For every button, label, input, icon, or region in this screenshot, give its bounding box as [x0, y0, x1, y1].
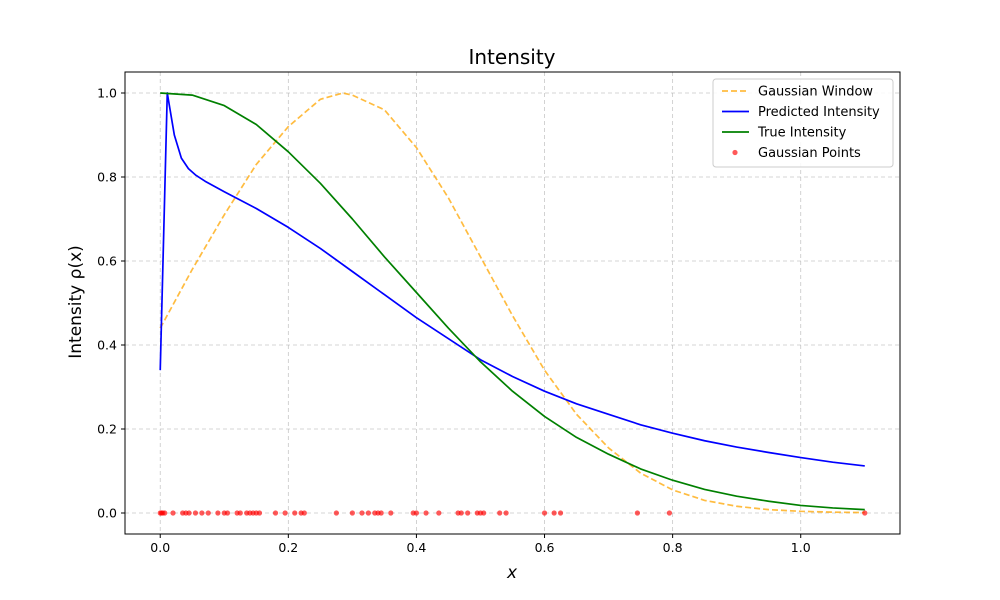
- y-tick-label: 0.0: [97, 506, 117, 521]
- gaussian-point: [186, 510, 192, 516]
- gaussian-point: [292, 510, 298, 516]
- x-tick-label: 0.0: [150, 540, 170, 555]
- gaussian-point: [215, 510, 221, 516]
- y-tick-label: 0.8: [97, 170, 117, 185]
- x-tick-label: 1.0: [791, 540, 811, 555]
- legend-label: True Intensity: [757, 126, 847, 141]
- gaussian-point: [541, 510, 548, 516]
- y-tick-label: 0.4: [97, 338, 117, 353]
- gaussian-point: [365, 510, 371, 516]
- gaussian-point: [413, 510, 420, 516]
- gaussian-point: [224, 510, 231, 516]
- y-tick-label: 1.0: [97, 86, 117, 101]
- legend: Gaussian Window Predicted Intensity True I…: [712, 78, 894, 168]
- y-tick-label: 0.6: [97, 254, 117, 269]
- series-layer: [157, 92, 868, 516]
- y-axis-label: Intensity ρ(x): [66, 245, 86, 359]
- gaussian-point: [359, 510, 365, 516]
- gaussian-point: [388, 510, 394, 516]
- gaussian-point: [423, 510, 429, 516]
- gaussian-point: [237, 510, 243, 516]
- gaussian-window-line: [159, 92, 865, 514]
- gaussian-point: [272, 510, 279, 516]
- gaussian-point: [256, 510, 263, 516]
- gaussian-point: [481, 510, 487, 516]
- gaussian-point: [436, 510, 442, 516]
- gaussian-point: [282, 510, 288, 516]
- gaussian-point: [465, 510, 471, 516]
- x-tick-label: 0.6: [535, 540, 555, 555]
- gaussian-point: [378, 510, 384, 516]
- gaussian-point: [497, 510, 503, 516]
- gaussian-point: [458, 510, 464, 516]
- gaussian-point: [503, 510, 509, 516]
- x-axis: 0.0 0.2 0.4 0.6 0.8 1.0: [150, 534, 811, 555]
- gaussian-points-series: [157, 510, 868, 516]
- gaussian-point: [170, 510, 176, 516]
- gaussian-point: [349, 510, 355, 516]
- plot-frame: [124, 71, 901, 535]
- gaussian-point: [205, 510, 211, 516]
- y-axis: 0.0 0.2 0.4 0.6 0.8 1.0: [97, 86, 125, 521]
- gaussian-point: [192, 510, 199, 516]
- gaussian-point: [862, 510, 868, 516]
- x-axis-label: x: [506, 563, 518, 583]
- legend-label: Gaussian Window: [758, 85, 873, 100]
- legend-marker: [732, 149, 738, 156]
- gaussian-point: [634, 510, 640, 516]
- legend-label: Predicted Intensity: [758, 105, 880, 120]
- gaussian-point: [557, 510, 564, 516]
- x-tick-label: 0.8: [663, 540, 683, 555]
- y-tick-label: 0.2: [97, 422, 117, 437]
- legend-label: Gaussian Points: [758, 146, 861, 161]
- true-intensity-line: [160, 92, 865, 511]
- predicted-intensity-line: [159, 92, 865, 467]
- gaussian-point: [162, 510, 168, 516]
- gaussian-point: [199, 510, 205, 516]
- gaussian-point: [551, 510, 557, 516]
- gaussian-point: [301, 510, 307, 516]
- chart-title: Intensity: [468, 45, 555, 69]
- gaussian-point: [333, 510, 339, 516]
- x-tick-label: 0.4: [406, 540, 426, 555]
- legend-box: [712, 78, 894, 168]
- gaussian-point: [666, 510, 673, 516]
- x-tick-label: 0.2: [278, 540, 298, 555]
